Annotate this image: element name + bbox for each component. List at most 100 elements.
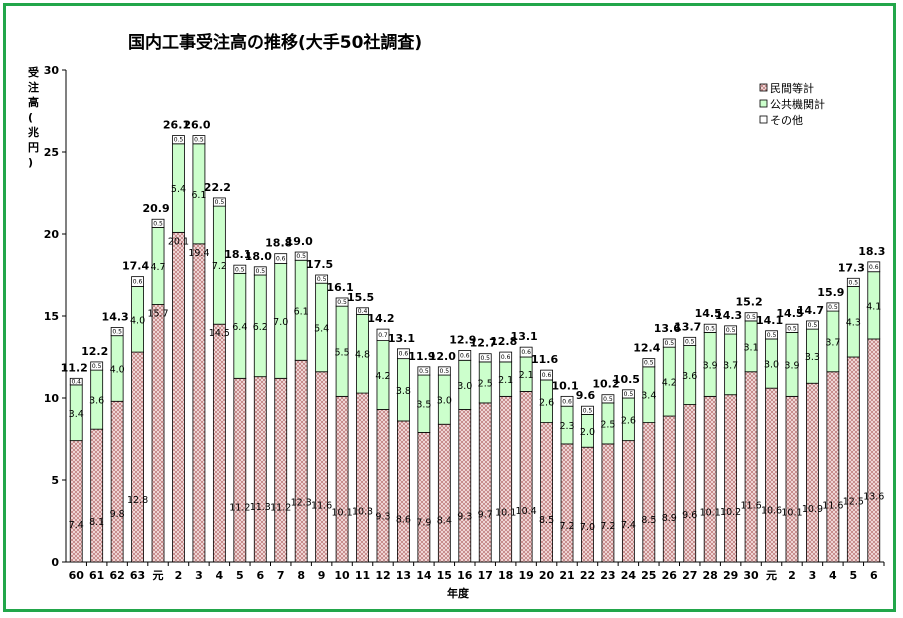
x-tick-label: 5 — [236, 569, 244, 582]
bar-segment-private — [294, 359, 308, 563]
bar-segment-other — [499, 351, 513, 363]
other-value-label: 0.6 — [542, 372, 552, 379]
private-value-label: 11.2 — [270, 503, 291, 514]
bars — [69, 135, 881, 563]
bar-segment-private — [69, 440, 83, 563]
bar-segment-other — [765, 330, 778, 340]
y-tick-label: 15 — [44, 310, 59, 323]
private-value-label: 10.1 — [700, 508, 721, 519]
y-tick-label: 25 — [44, 146, 59, 159]
private-value-label: 7.9 — [416, 518, 431, 529]
bar-segment-other — [110, 327, 124, 337]
legend-swatch — [759, 99, 768, 108]
private-value-label: 7.2 — [600, 521, 615, 532]
private-value-label: 8.6 — [396, 515, 411, 526]
bar-segment-private — [806, 382, 819, 563]
x-tick-label: 元 — [153, 569, 164, 582]
private-value-label: 11.3 — [250, 502, 271, 513]
x-tick-label: 18 — [498, 569, 513, 582]
legend-label: その他 — [770, 114, 803, 127]
public-value-label: 6.1 — [294, 306, 309, 317]
bar-segment-other — [519, 346, 533, 358]
other-value-label: 0.6 — [521, 349, 531, 356]
bar-segment-other — [376, 328, 390, 341]
bar-segment-private — [437, 423, 451, 563]
other-value-label: 0.6 — [276, 256, 286, 263]
private-value-label: 7.2 — [559, 521, 574, 532]
private-value-label: 10.1 — [495, 508, 516, 519]
public-value-label: 3.5 — [416, 400, 431, 411]
x-tick-label: 61 — [89, 569, 104, 582]
private-value-label: 15.7 — [147, 309, 168, 320]
bar-segment-private — [540, 422, 553, 563]
bar-segment-other — [294, 251, 308, 261]
total-value-label: 17.4 — [122, 260, 149, 273]
public-value-label: 5.4 — [171, 184, 186, 195]
other-value-label: 0.5 — [296, 253, 306, 260]
public-value-label: 4.0 — [110, 364, 125, 375]
public-value-label: 3.0 — [764, 360, 779, 371]
other-value-label: 0.5 — [828, 304, 838, 311]
private-value-label: 9.8 — [110, 509, 125, 520]
bar-segment-private — [212, 323, 226, 563]
public-value-label: 7.0 — [273, 317, 288, 328]
x-tick-label: 25 — [641, 569, 656, 582]
x-tick-label: 10 — [334, 569, 350, 582]
total-value-label: 12.2 — [81, 345, 108, 358]
total-value-label: 12.8 — [490, 335, 517, 348]
bar-segment-private — [356, 392, 369, 563]
bar-segment-private — [846, 356, 860, 563]
x-tick-label: 17 — [478, 569, 493, 582]
other-value-label: 0.6 — [562, 398, 572, 405]
bar-segment-other — [274, 253, 288, 264]
bar-segment-other — [192, 135, 206, 145]
bar-segment-other — [478, 353, 492, 363]
private-value-label: 10.3 — [352, 507, 373, 518]
public-value-label: 4.8 — [355, 350, 370, 361]
public-value-label: 4.3 — [846, 318, 861, 329]
bar-segment-private — [642, 422, 656, 563]
total-value-label: 18.8 — [265, 237, 292, 250]
other-value-label: 0.5 — [665, 340, 675, 347]
x-tick-label: 28 — [703, 569, 718, 582]
total-value-label: 18.0 — [245, 250, 272, 263]
total-value-label: 14.1 — [756, 314, 783, 327]
legend-label: 公共機関計 — [770, 97, 825, 111]
total-value-label: 12.0 — [429, 350, 456, 363]
private-value-label: 12.3 — [291, 498, 312, 509]
legend-swatch — [759, 115, 768, 124]
total-value-label: 16.1 — [327, 281, 354, 294]
bar-segment-private — [826, 371, 840, 563]
private-value-label: 10.1 — [331, 508, 352, 519]
x-tick-label: 4 — [216, 569, 224, 582]
bar-segment-private — [724, 394, 738, 563]
private-value-label: 13.6 — [863, 492, 884, 503]
bar-segment-private — [519, 391, 533, 563]
other-value-label: 0.5 — [685, 338, 695, 345]
public-value-label: 5.4 — [314, 323, 329, 334]
public-value-label: 3.0 — [437, 396, 452, 407]
data-labels: 7.43.40.411.28.13.60.512.29.84.00.514.31… — [61, 119, 886, 533]
public-value-label: 3.8 — [396, 386, 411, 397]
x-tick-label: 30 — [743, 569, 759, 582]
bar-segment-private — [274, 377, 288, 563]
total-value-label: 22.2 — [204, 181, 231, 194]
total-value-label: 12.4 — [633, 342, 660, 355]
bar-segment-other — [744, 312, 758, 322]
x-tick-label: 12 — [375, 569, 390, 582]
total-value-label: 11.6 — [531, 353, 558, 366]
x-tick-label: 2 — [175, 569, 183, 582]
public-value-label: 6.2 — [253, 322, 268, 333]
other-value-label: 0.7 — [378, 332, 388, 339]
public-value-label: 3.9 — [703, 360, 718, 371]
bar-segment-private — [683, 404, 697, 563]
bar-segment-other — [417, 366, 431, 376]
bar-segment-other — [315, 274, 329, 284]
total-value-label: 10.2 — [592, 378, 619, 391]
private-value-label: 12.5 — [843, 497, 864, 508]
public-value-label: 4.7 — [150, 262, 165, 273]
x-tick-label: 13 — [396, 569, 411, 582]
bar-segment-private — [417, 432, 431, 563]
bar-segment-private — [744, 371, 758, 563]
x-tick-label: 63 — [130, 569, 145, 582]
